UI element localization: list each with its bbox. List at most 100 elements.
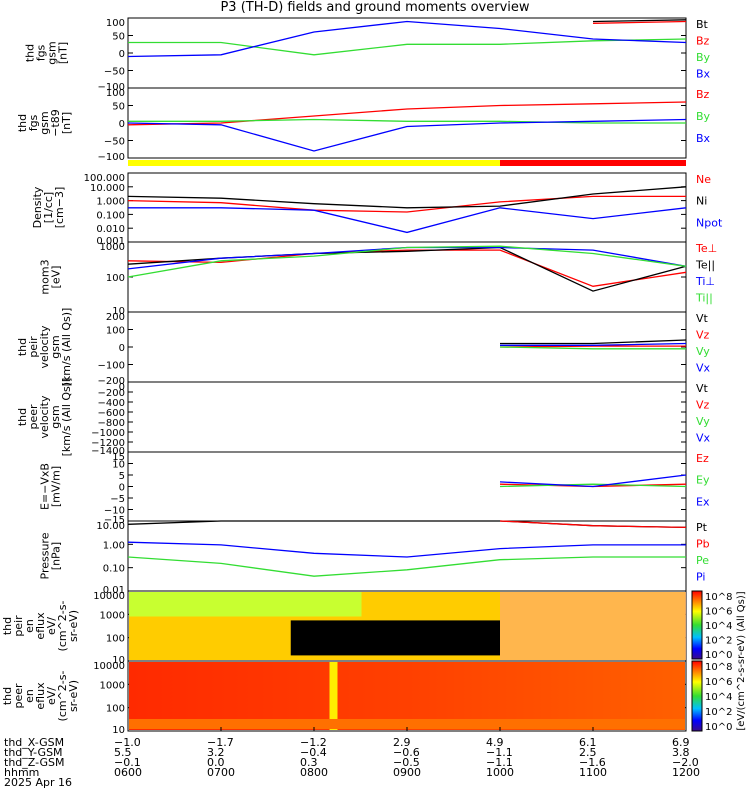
ylabel-line: thd: [16, 114, 29, 132]
ylabel-line: thd: [1, 617, 14, 635]
ytick-label: 0: [119, 382, 125, 393]
xtick-label: 2.9: [393, 736, 411, 749]
xtick-label: 4.9: [486, 736, 504, 749]
colorbar-tick: 10^4: [705, 692, 732, 703]
colorbar: 10^810^610^410^210^010^810^610^410^210^0…: [691, 590, 747, 733]
ylabel-line: velocity: [38, 395, 51, 438]
ytick-label: 1000: [100, 610, 125, 621]
series-pi: [127, 541, 686, 558]
colorbar-tick: 10^6: [705, 607, 732, 618]
ylabel-line: [km/s (All Qs)]: [60, 308, 73, 387]
ytick-label: 0: [119, 483, 125, 494]
ylabel-line: Density: [31, 186, 44, 228]
panel-frame: [127, 520, 687, 592]
ylabel-line: eV/: [45, 687, 58, 705]
series-ey: [499, 483, 687, 488]
peir-spectrogram: [129, 592, 686, 660]
colorbar-peer: [691, 660, 703, 732]
colorbar-tick: 10^2: [705, 636, 732, 647]
ytick-label: 50: [112, 32, 125, 43]
ylabel-line: [km/s (All Qs)]: [60, 378, 73, 457]
series-bz: [592, 20, 687, 24]
xtick-label: 1100: [579, 766, 607, 779]
ytick-label: 0.01: [103, 585, 125, 596]
panel-frame: [127, 381, 687, 453]
legend-npot: Npot: [696, 216, 723, 229]
ytick-label: 100: [106, 18, 125, 29]
panel-peer-eflux: 10000 1000 100 10 thdpeerenefluxeV/(cm^2-s-s…: [1, 660, 687, 736]
colorbar-label: [eV/(cm^2-s-sr-eV) (All Qs)]: [736, 591, 747, 730]
peer-spectrogram: [129, 662, 685, 730]
series-ne: [127, 195, 686, 213]
xtick-label: −0.5: [393, 756, 420, 769]
ytick-label: 10.000: [90, 183, 125, 194]
xtick-label: −1.7: [207, 736, 234, 749]
series-npot: [128, 207, 687, 234]
ylabel-line: [nPa]: [50, 542, 63, 570]
ytick-label: −400: [98, 398, 125, 409]
ytick-label: −5: [110, 494, 125, 505]
ytick-label: 10000: [93, 591, 125, 602]
ytick-label: 10: [112, 725, 125, 736]
ylabel-line: gsm: [46, 41, 59, 64]
ytick-label: −100: [98, 361, 125, 372]
mode-bar-segment: [500, 160, 686, 166]
series-by: [128, 118, 686, 124]
ytick-label: 100: [106, 88, 125, 99]
ytick-label: 1.00: [103, 540, 125, 551]
ytick-label: 100.000: [84, 173, 125, 184]
legend-vt: Vt: [696, 312, 709, 325]
legend-vx: Vx: [696, 362, 711, 375]
ylabel-line: [cm−3]: [53, 187, 66, 229]
ylabel-line: fgs: [27, 114, 40, 131]
legend-bx: Bx: [696, 68, 711, 81]
ytick-label: 1000: [100, 242, 125, 253]
mode-bar: [128, 160, 686, 166]
ylabel-line: mom3: [39, 259, 52, 294]
panel-pressure: 10.00 1.00 0.10 0.01 Pressure[nPa] Pt Pb Pe Pi: [39, 520, 710, 596]
ylabel-line: [1/cc]: [42, 192, 55, 223]
ytick-label: 10: [112, 306, 125, 317]
ylabel-line: gsm: [49, 335, 62, 358]
xtick-label: 3.8: [672, 746, 690, 759]
ylabel-line: thd: [16, 408, 29, 426]
colorbar-tick: 10^0: [705, 722, 732, 733]
xtick-label: 6.9: [672, 736, 690, 749]
xtick-label: 0900: [393, 766, 421, 779]
colorbar-tick: 10^8: [705, 662, 732, 673]
colorbar-tick: 10^6: [705, 677, 732, 688]
row-label-hhmm: hhmm: [4, 766, 40, 779]
legend-te: Te⊥: [695, 242, 717, 255]
legend-ey: Ey: [696, 474, 710, 487]
ylabel-line: sr-eV): [67, 610, 80, 642]
panel-temperature: 1000 100 10 mom3[eV] Te⊥ Te|| Ti⊥ Ti||: [39, 241, 717, 317]
ytick-label: 0: [119, 49, 125, 60]
spectro-bg: [129, 662, 685, 730]
spectro-band-low: [129, 719, 685, 729]
ylabel-line: Pressure: [39, 532, 52, 579]
ylabel-line: gsm: [38, 111, 51, 134]
ytick-label: 10000: [93, 661, 125, 672]
series-vz: [499, 345, 686, 348]
ylabel-line: sr-eV): [67, 680, 80, 712]
ytick-label: 5: [119, 471, 125, 482]
xtick-label: −0.4: [300, 746, 327, 759]
colorbar-tick: 10^8: [705, 592, 732, 603]
row-label-z-gsm: thd_Z-GSM: [4, 756, 65, 769]
ytick-label: 100: [106, 704, 125, 715]
xtick-label: −0.6: [393, 746, 420, 759]
footer-labels: thd_X-GSM thd_Y-GSM thd_Z-GSM hhmm 2025 …: [4, 737, 72, 788]
ytick-label: −200: [98, 388, 125, 399]
series-bt: [592, 19, 687, 23]
ytick-label: −1400: [91, 446, 125, 457]
legend-bt: Bt: [696, 18, 709, 31]
ytick-label: −50: [104, 67, 125, 78]
ytick-label: 0.100: [96, 210, 125, 221]
ytick-label: −1000: [91, 428, 125, 439]
ylabel-line: eflux: [34, 682, 47, 710]
ytick-label: 0: [119, 119, 125, 130]
